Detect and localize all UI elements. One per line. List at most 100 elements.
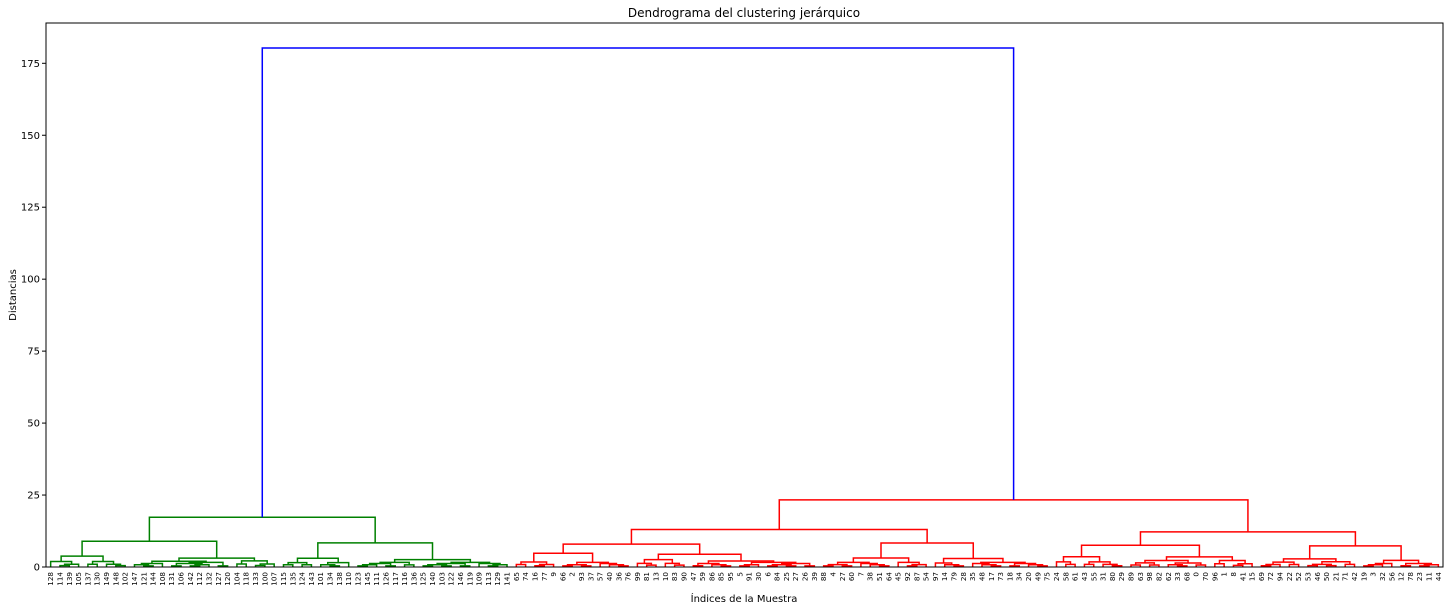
x-tick-label: 46 (1313, 572, 1322, 582)
chart-title: Dendrograma del clustering jerárquico (628, 6, 860, 20)
x-tick-label: 128 (46, 572, 55, 586)
dendrogram-link (403, 564, 415, 567)
x-tick-label: 69 (1257, 572, 1266, 582)
dendrogram-link (841, 565, 853, 567)
x-tick-label: 114 (55, 572, 64, 586)
x-tick-label: 10 (661, 572, 670, 582)
dendrogram-link (59, 564, 71, 567)
x-tick-label: 122 (447, 572, 456, 586)
x-tick-label: 110 (344, 572, 353, 586)
dendrogram-link (81, 540, 218, 559)
x-tick-label: 48 (977, 572, 986, 582)
x-tick-label: 30 (754, 572, 763, 582)
dendrogram-link (393, 558, 472, 563)
x-tick-label: 109 (475, 572, 484, 586)
x-tick-label: 58 (1061, 572, 1070, 582)
x-tick-label: 66 (558, 572, 567, 582)
x-tick-label: 21 (1331, 572, 1340, 581)
x-tick-label: 104 (232, 572, 241, 586)
dendrogram-link (673, 564, 685, 567)
x-tick-label: 68 (1182, 572, 1191, 582)
y-tick-label: 175 (21, 59, 40, 70)
x-tick-label: 143 (307, 572, 316, 586)
x-tick-label: 81 (642, 572, 651, 581)
x-tick-label: 2 (568, 572, 577, 577)
x-tick-label: 90 (679, 572, 688, 582)
x-tick-label: 97 (931, 572, 940, 581)
dendrogram-link (1037, 565, 1048, 567)
dendrogram-link (953, 565, 965, 567)
y-tick-label: 100 (21, 275, 40, 286)
x-tick-label: 73 (996, 572, 1005, 581)
dendrogram-link (562, 565, 573, 567)
x-tick-label: 41 (1238, 572, 1247, 581)
y-axis-label: Distancias (8, 269, 19, 321)
x-tick-label: 119 (465, 572, 474, 586)
dendrogram-link (1111, 564, 1123, 567)
x-tick-label: 121 (139, 572, 148, 586)
x-tick-label: 28 (959, 572, 968, 582)
dendrogram-link (1418, 565, 1430, 567)
dendrogram-link (217, 565, 229, 567)
dendrogram-link (707, 560, 775, 564)
dendrogram-link (357, 565, 369, 567)
dendrogram-link (785, 565, 797, 567)
x-tick-label: 132 (204, 572, 213, 586)
dendrogram-link (630, 528, 928, 545)
y-tick-label: 75 (27, 347, 40, 358)
x-tick-label: 74 (521, 572, 530, 582)
x-tick-label: 29 (1117, 572, 1126, 582)
x-tick-label: 107 (270, 572, 279, 586)
dendrogram-link (87, 563, 98, 567)
dendrogram-link (329, 565, 341, 567)
x-axis-label: Índices de la Muestra (691, 592, 798, 605)
dendrogram-link (385, 565, 396, 567)
x-tick-label: 92 (903, 572, 912, 581)
dendrogram-link (778, 499, 1249, 532)
dendrogram-link (1195, 564, 1207, 567)
x-tick-label: 56 (1387, 572, 1396, 582)
x-tick-label: 24 (1052, 572, 1061, 582)
x-tick-label: 79 (950, 572, 959, 582)
x-tick-label: 139 (65, 572, 74, 586)
x-tick-label: 70 (1201, 572, 1210, 582)
y-tick-label: 50 (27, 419, 40, 430)
x-tick-label: 44 (1434, 572, 1443, 582)
x-tick-label: 89 (1127, 572, 1136, 582)
x-tick-label: 75 (1043, 572, 1052, 581)
dendrogram-link (49, 560, 73, 567)
dendrogram-link (240, 560, 268, 564)
dendrogram-link (326, 561, 350, 567)
dendrogram-link (1344, 563, 1356, 567)
dendrogram-link (767, 565, 778, 567)
x-tick-label: 0 (1192, 572, 1201, 577)
dendrogram-link (836, 561, 870, 565)
x-tick-label: 49 (1033, 572, 1042, 582)
x-tick-label: 93 (577, 572, 586, 581)
x-tick-label: 72 (1266, 572, 1275, 581)
x-tick-label: 82 (1154, 572, 1163, 581)
dendrogram-link (576, 561, 610, 565)
x-tick-label: 127 (214, 572, 223, 586)
x-tick-label: 55 (1089, 572, 1098, 581)
x-tick-label: 39 (810, 572, 819, 582)
dendrogram-link (580, 565, 592, 567)
x-tick-label: 130 (93, 572, 102, 586)
x-tick-label: 18 (1005, 572, 1014, 582)
x-tick-label: 146 (456, 572, 465, 586)
x-tick-label: 96 (1210, 572, 1219, 582)
dendrogram-link (450, 561, 491, 564)
dendrogram-link (720, 565, 732, 567)
x-tick-label: 45 (894, 572, 903, 581)
dendrogram-link (422, 565, 434, 567)
dendrogram-link (60, 555, 104, 562)
x-tick-label: 106 (177, 572, 186, 586)
x-tick-label: 9 (549, 572, 558, 577)
x-tick-label: 27 (791, 572, 800, 581)
x-tick-label: 91 (745, 572, 754, 581)
dendrogram-link (1265, 563, 1281, 567)
x-tick-label: 61 (1071, 572, 1080, 581)
x-tick-label: 63 (1136, 572, 1145, 581)
dendrogram-link (1083, 563, 1095, 567)
